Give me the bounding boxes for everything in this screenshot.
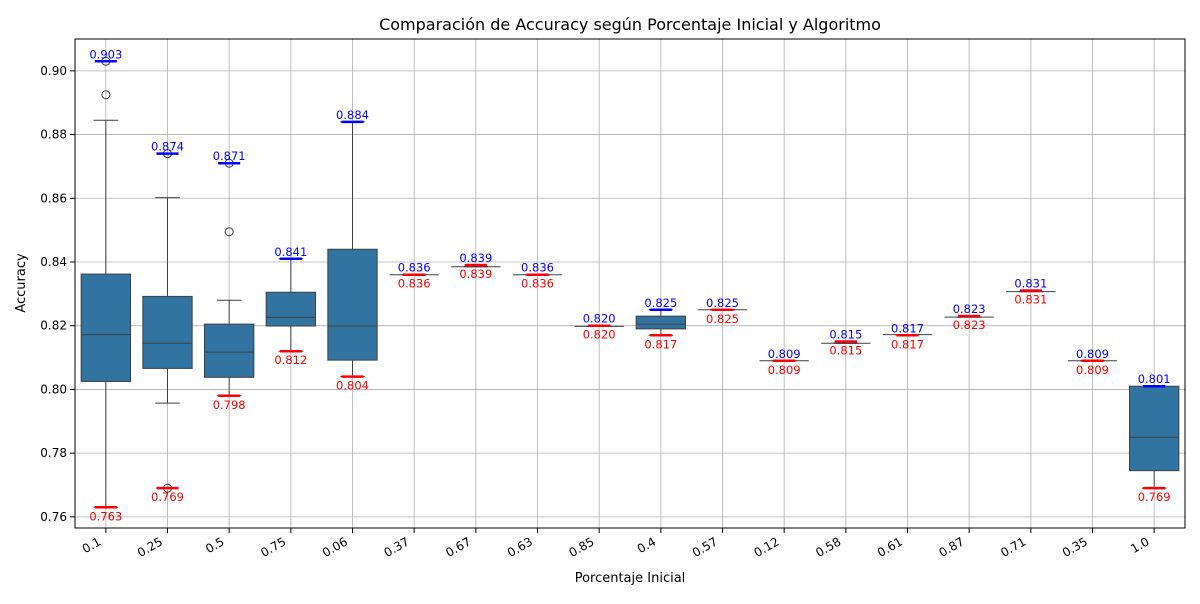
max-value-label: 0.815 xyxy=(829,328,862,342)
plot-frame xyxy=(74,38,1186,529)
max-value-label: 0.874 xyxy=(151,140,184,154)
box-body xyxy=(265,291,316,327)
max-value-label: 0.817 xyxy=(891,321,924,335)
min-value-label: 0.798 xyxy=(213,398,246,412)
max-value-label: 0.841 xyxy=(274,245,307,259)
y-tick-label: 0.90 xyxy=(40,64,67,78)
min-value-label: 0.817 xyxy=(891,337,924,351)
min-value-label: 0.809 xyxy=(768,363,801,377)
y-axis-label: Accuracy xyxy=(14,253,29,313)
max-value-label: 0.871 xyxy=(213,149,246,163)
min-value-label: 0.815 xyxy=(829,344,862,358)
box-body xyxy=(635,315,687,330)
y-tick-label: 0.82 xyxy=(40,319,67,333)
outlier-point xyxy=(101,90,111,100)
max-value-label: 0.801 xyxy=(1138,372,1171,386)
box-body xyxy=(204,323,255,378)
min-value-label: 0.769 xyxy=(151,490,184,504)
box-body xyxy=(80,273,131,382)
min-value-label: 0.820 xyxy=(583,328,616,342)
max-value-label: 0.839 xyxy=(459,251,492,265)
max-value-label: 0.903 xyxy=(89,47,122,61)
min-value-label: 0.817 xyxy=(644,337,677,351)
y-tick-label: 0.86 xyxy=(40,191,67,205)
grid-layer xyxy=(75,39,1185,528)
min-value-label: 0.839 xyxy=(459,267,492,281)
max-value-label: 0.820 xyxy=(583,312,616,326)
y-tick-label: 0.76 xyxy=(40,510,67,524)
max-value-label: 0.884 xyxy=(336,108,369,122)
max-value-label: 0.825 xyxy=(644,296,677,310)
max-value-label: 0.809 xyxy=(768,347,801,361)
max-value-label: 0.809 xyxy=(1076,347,1109,361)
max-value-label: 0.831 xyxy=(1014,277,1047,291)
min-value-label: 0.804 xyxy=(336,379,369,393)
min-value-label: 0.809 xyxy=(1076,363,1109,377)
min-value-label: 0.831 xyxy=(1014,293,1047,307)
min-value-label: 0.825 xyxy=(706,312,739,326)
box-body xyxy=(327,248,378,361)
box-body xyxy=(1129,385,1180,472)
x-axis-label: Porcentaje Inicial xyxy=(575,571,686,586)
min-value-label: 0.836 xyxy=(398,277,431,291)
y-tick-label: 0.78 xyxy=(40,446,67,460)
chart-title: Comparación de Accuracy según Porcentaje… xyxy=(379,15,881,34)
axis-layer: 0.1 0.25 0.5 0.75 0.06 0.37 0.67 0.63 0.85 0.4 0.5… xyxy=(40,64,1155,560)
max-value-label: 0.825 xyxy=(706,296,739,310)
y-tick-label: 0.88 xyxy=(40,128,67,142)
min-value-label: 0.836 xyxy=(521,277,554,291)
y-tick-label: 0.84 xyxy=(40,255,67,269)
min-value-label: 0.812 xyxy=(274,353,307,367)
max-value-label: 0.836 xyxy=(398,261,431,275)
min-value-label: 0.769 xyxy=(1138,490,1171,504)
min-value-label: 0.763 xyxy=(89,509,122,523)
max-value-label: 0.836 xyxy=(521,261,554,275)
box-body xyxy=(142,295,193,369)
marker-layer: 0.903 0.763 0.874 0.769 0.871 0.798 0.841 0.812… xyxy=(89,47,1170,523)
max-value-label: 0.823 xyxy=(953,302,986,316)
min-value-label: 0.823 xyxy=(953,318,986,332)
y-tick-label: 0.80 xyxy=(40,382,67,396)
outlier-point xyxy=(224,227,234,237)
